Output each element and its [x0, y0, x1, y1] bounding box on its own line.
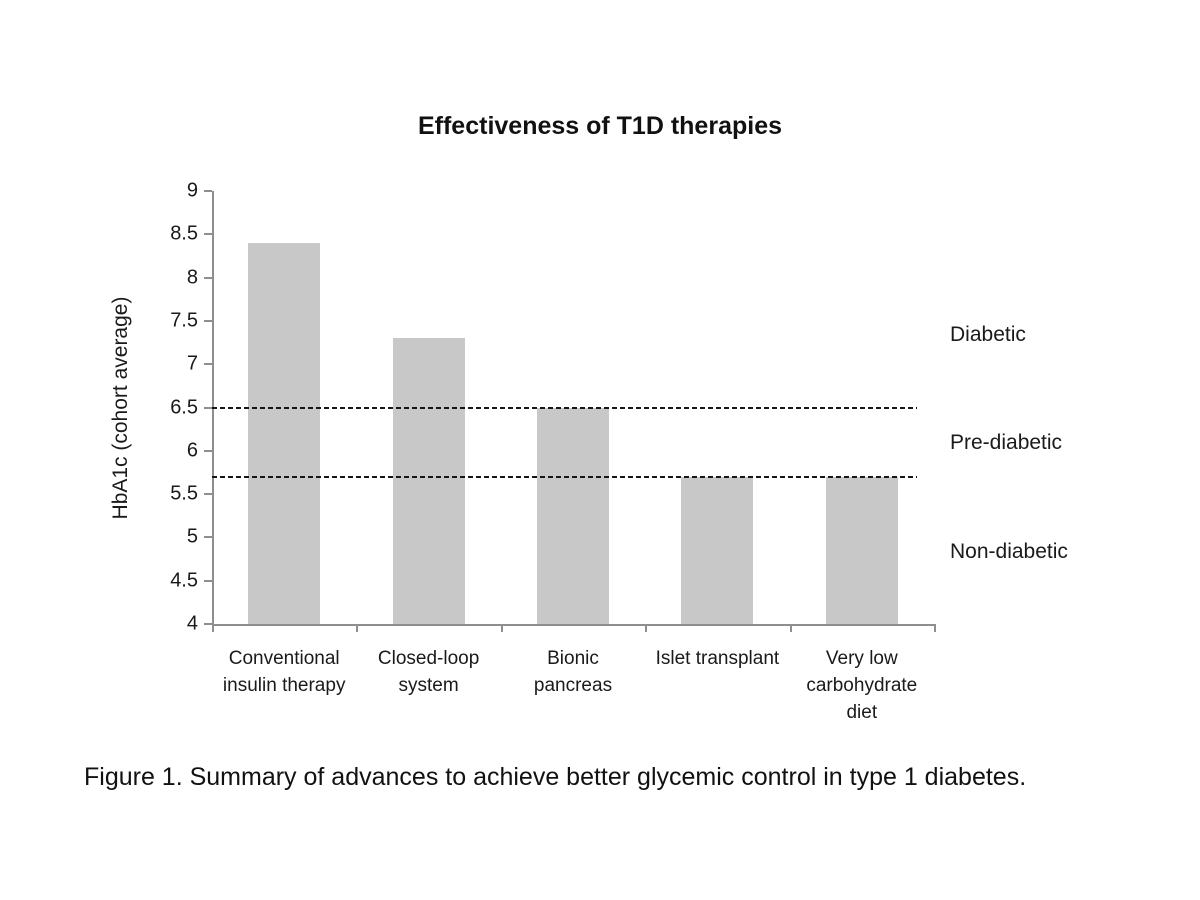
y-tick-label: 5 — [186, 525, 198, 548]
bar-bionic-pancreas — [537, 407, 609, 624]
x-tick-mark — [212, 624, 214, 632]
y-tick-label: 6 — [186, 439, 198, 462]
y-tick-mark — [204, 363, 212, 366]
y-tick-mark — [204, 319, 212, 322]
y-tick-label: 7.5 — [170, 309, 198, 332]
y-tick-mark — [204, 536, 212, 539]
y-tick-label: 6.5 — [170, 396, 198, 418]
y-axis-line — [212, 191, 214, 626]
y-tick-mark — [204, 449, 212, 452]
x-category-label-very-low-carbohydrate-diet: Very low carbohydrate diet — [806, 648, 918, 723]
bar-islet-transplant — [681, 476, 754, 624]
y-tick-mark — [204, 190, 212, 192]
x-axis-line — [212, 624, 936, 626]
x-tick-mark — [356, 624, 359, 632]
x-category-label-islet-transplant: Islet transplant — [655, 648, 780, 669]
y-tick-mark — [204, 276, 212, 279]
y-tick-label: 4 — [186, 612, 198, 635]
y-tick-label: 9 — [186, 179, 198, 202]
figure-caption: Figure 1. Summary of advances to achieve… — [84, 763, 1027, 791]
y-tick-mark — [204, 623, 212, 625]
x-category-label-conventional-insulin-therapy: Conventional insulin therapy — [222, 648, 346, 696]
y-tick-label: 8 — [186, 266, 198, 289]
x-category-label-closed-loop-system: Closed-loop system — [377, 648, 480, 696]
y-tick-mark — [204, 579, 212, 582]
x-category-label-bionic-pancreas: Bionic pancreas — [533, 648, 613, 696]
bar-closed-loop-system — [392, 338, 465, 624]
x-tick-mark — [934, 624, 936, 632]
chart-title: Effectiveness of T1D therapies — [417, 112, 782, 140]
y-tick-mark — [204, 233, 212, 236]
y-tick-label: 5.5 — [170, 482, 198, 505]
y-tick-label: 8.5 — [170, 222, 198, 245]
bar-conventional-insulin-therapy — [248, 242, 321, 624]
x-tick-mark — [789, 624, 792, 632]
reference-line-6-5 — [212, 406, 917, 409]
x-tick-mark — [500, 624, 503, 632]
reference-line-5-7 — [212, 475, 917, 478]
zone-label-diabetic: Diabetic — [950, 322, 1026, 346]
y-axis-title: HbA1c (cohort average) — [109, 296, 132, 520]
zone-label-non-diabetic: Non-diabetic — [950, 540, 1068, 564]
y-tick-label: 4.5 — [170, 569, 198, 592]
x-tick-mark — [645, 624, 648, 632]
y-tick-label: 7 — [186, 352, 198, 375]
zone-label-pre-diabetic: Pre-diabetic — [950, 431, 1063, 454]
y-tick-mark — [204, 493, 212, 496]
bar-very-low-carbohydrate-diet — [825, 476, 898, 624]
y-tick-mark — [204, 406, 212, 409]
